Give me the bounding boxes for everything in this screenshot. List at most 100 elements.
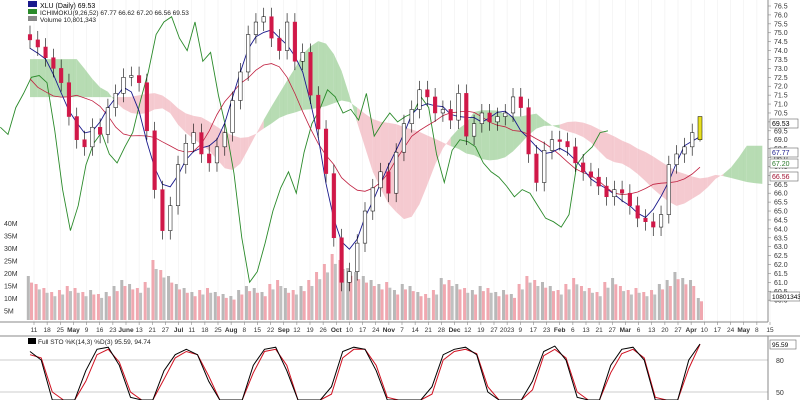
x-tick-label: May [67,327,80,334]
cloud-segment [123,96,132,113]
volume-bar [403,289,407,320]
volume-bar [396,294,400,320]
candle-body [440,109,445,114]
candle-body [643,217,648,222]
candle-body [74,116,79,140]
price-tick-label: 61.5 [774,271,788,278]
volume-axis-label: 15M [4,284,18,291]
price-tick-label: 75.5 [774,21,788,28]
volume-bar [198,290,202,320]
volume-bar [466,292,470,320]
price-callout-value: 69.53 [772,121,790,128]
candle-body [409,109,414,124]
candle-body [549,139,555,151]
candle-body [113,93,118,108]
candle-body [394,151,399,194]
x-tick-label: 15 [254,327,262,334]
x-tick-label: 8 [755,327,759,334]
volume-bar [287,292,291,320]
legend: XLU (Daily) 69.53 ICHIMOKU(9,26,52) 67.7… [28,1,189,24]
cloud-segment [629,143,638,174]
volume-bar [330,254,334,320]
volume-bar [626,290,630,320]
cloud-segment [411,129,420,217]
volume-bar [424,294,428,320]
volume-bar [276,280,280,320]
cloud-segment [575,121,584,137]
candle-body [495,116,500,123]
cloud-segment [232,135,241,171]
candle-body [666,164,671,215]
cloud-segment [692,176,700,199]
x-tick-label: 27 [490,327,498,334]
volume-bar [84,296,88,320]
candle-body [323,128,329,174]
volume-bar [533,280,537,320]
volume-bar [322,264,326,320]
candle-body [66,82,72,117]
x-tick-label: 21 [425,327,433,334]
volume-bar [221,294,225,320]
volume-bar [255,292,259,320]
volume-bar [629,294,633,320]
price-tick-label: 62.0 [774,262,788,269]
volume-bar [474,294,478,320]
price-tick-label: 61.0 [774,280,788,287]
volume-bar [579,286,583,320]
candle-body [542,150,547,183]
volume-bar [481,291,485,320]
x-tick-label: 23 [543,327,551,334]
volume-bar [115,291,119,320]
volume-bar [587,288,591,320]
cloud-segment [30,59,38,98]
volume-last-callout: 10801343 [769,291,800,302]
cloud-segment [583,122,591,143]
volume-bar [260,292,264,320]
price-tick-label: 72.5 [774,75,788,82]
volume-bar [517,284,521,320]
candle-body [207,153,212,164]
candle-body [261,16,266,23]
price-tick-label: 72.0 [774,84,788,91]
candle-body [464,93,469,137]
volume-bar [271,289,275,320]
volume-bar [162,277,166,320]
volume-bar [294,294,298,320]
volume-bar [657,284,661,320]
candle-body [386,171,391,194]
cloud-segment [131,95,140,114]
volume-bar [556,290,560,320]
volume-bar [42,288,46,320]
candle-body [588,171,593,178]
last-candle-highlight [697,116,703,140]
volume-axis-label: 30M [4,246,18,253]
candle-body [214,146,220,164]
volume-bar [455,284,459,320]
volume-bar [684,284,688,320]
candle-body [253,21,258,35]
price-tick-label: 71.0 [774,102,788,109]
candle-body [246,34,251,73]
volume-axis-label: 25M [4,259,18,266]
x-tick-label: 10 [346,327,354,334]
volume-bar [190,292,194,320]
candle-body [479,112,484,124]
cloud-segment [240,137,249,164]
volume-bar [354,272,358,320]
cloud-segment [279,80,288,118]
x-tick-label: 17 [359,327,367,334]
volume-bar [598,296,602,320]
volume-bar [564,284,568,320]
cloud-segment [559,122,568,132]
volume-axis-label: 20M [4,271,18,278]
volume-bar [229,296,233,320]
price-tick-label: 70.5 [774,110,788,117]
price-tick-label: 62.5 [774,253,788,260]
cloud-segment [723,167,732,178]
price-callout-box [769,147,799,158]
candle-body [635,205,640,219]
sto-tick-80: 80 [776,358,784,365]
price-tick-label: 63.5 [774,235,788,242]
x-tick-label: 23 [109,327,117,334]
